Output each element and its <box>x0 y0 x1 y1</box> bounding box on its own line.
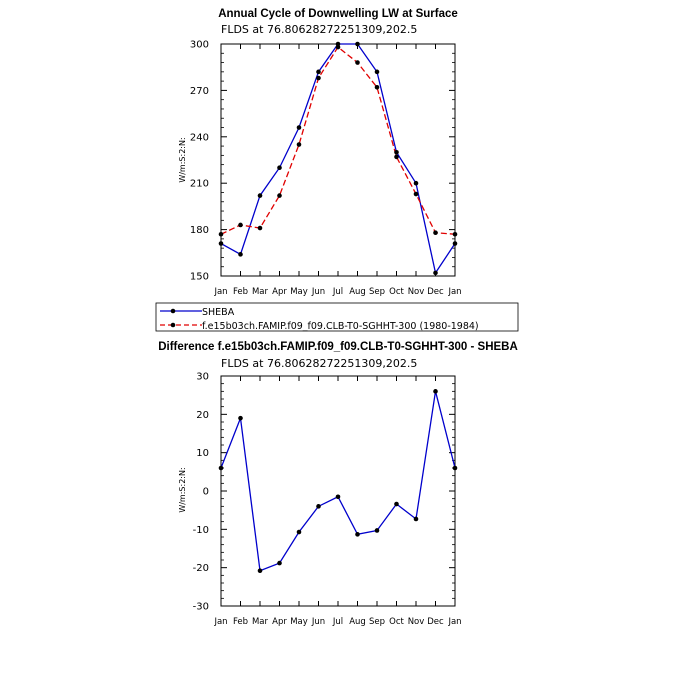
x-tick-label: Jan <box>447 617 461 627</box>
legend-label-model: f.e15b03ch.FAMIP.f09_f09.CLB-T0-SGHHT-30… <box>202 321 479 332</box>
data-point <box>296 125 302 130</box>
x-tick-label: Jan <box>213 287 227 297</box>
x-tick-label: Jun <box>311 617 325 627</box>
x-tick-label: Mar <box>252 617 269 627</box>
y-tick-label: 20 <box>196 410 209 421</box>
plot-area: Jan Feb Mar Apr May Jun Jul Aug Sep Oct Nov Dec Jan-… <box>193 372 462 628</box>
y-tick-label: 300 <box>190 40 209 51</box>
y-axis-label: W/m:S:2:N: <box>178 467 187 512</box>
data-point <box>277 193 282 198</box>
y-tick-label: 0 <box>203 487 209 498</box>
x-tick-label: Jun <box>311 287 325 297</box>
data-point <box>277 165 282 171</box>
data-point <box>374 69 380 75</box>
y-tick-label: 240 <box>190 132 209 143</box>
data-point <box>433 389 438 394</box>
y-tick-label: 10 <box>196 448 209 459</box>
y-tick-label: -10 <box>193 525 209 536</box>
data-point <box>238 415 243 421</box>
chart-title: Difference f.e15b03ch.FAMIP.f09_f09.CLB-… <box>158 341 518 353</box>
data-point <box>374 85 380 90</box>
x-tick-label: Dec <box>427 287 444 297</box>
x-tick-label: Aug <box>349 617 366 627</box>
data-point <box>413 180 419 186</box>
y-tick-label: 180 <box>190 225 209 236</box>
legend-label-sheba: SHEBA <box>202 307 235 318</box>
x-tick-label: Feb <box>233 617 248 627</box>
data-point <box>257 225 263 231</box>
y-tick-label: -20 <box>193 563 209 574</box>
x-tick-label: Aug <box>349 287 366 297</box>
data-point <box>374 528 380 533</box>
data-point <box>452 241 458 246</box>
legend: SHEBA f.e15b03ch.FAMIP.f09_f09.CLB-T0-SG… <box>155 302 519 332</box>
x-tick-label: Sep <box>369 287 385 297</box>
x-tick-label: Jan <box>213 617 227 627</box>
data-point <box>355 60 360 65</box>
data-point <box>394 154 399 160</box>
data-point <box>394 501 399 507</box>
x-tick-label: Feb <box>233 287 248 297</box>
x-tick-label: Oct <box>389 617 404 627</box>
data-point <box>277 560 282 566</box>
x-tick-label: Nov <box>408 287 425 297</box>
x-tick-label: Mar <box>252 287 269 297</box>
data-point <box>238 222 243 228</box>
y-tick-label: 210 <box>190 179 209 190</box>
y-tick-label: 270 <box>190 86 209 97</box>
data-point <box>257 193 263 198</box>
data-point <box>218 231 224 237</box>
x-tick-label: May <box>290 617 308 627</box>
y-tick-label: 150 <box>190 272 209 283</box>
data-point <box>452 465 458 471</box>
y-tick-label: 30 <box>196 372 209 383</box>
y-axis-label: W/m:S:2:N: <box>178 137 187 182</box>
legend-marker-sheba <box>170 308 176 314</box>
difference-chart: Difference f.e15b03ch.FAMIP.f09_f09.CLB-… <box>158 341 518 627</box>
data-point <box>413 191 419 197</box>
data-point <box>296 529 302 535</box>
data-point <box>433 270 438 276</box>
data-point <box>316 504 321 509</box>
chart-title: Annual Cycle of Downwelling LW at Surfac… <box>218 8 458 20</box>
plot-area: Jan Feb Mar Apr May Jun Jul Aug Sep Oct Nov Dec Jan1… <box>190 40 462 298</box>
x-tick-label: Apr <box>272 617 287 627</box>
x-tick-label: Jul <box>332 287 343 297</box>
annual-cycle-chart: Annual Cycle of Downwelling LW at Surfac… <box>178 8 462 297</box>
y-tick-label: -30 <box>193 602 209 613</box>
data-point <box>296 142 302 147</box>
chart-subtitle: FLDS at 76.80628272251309,202.5 <box>221 357 417 370</box>
data-point <box>394 149 399 155</box>
data-point <box>316 69 321 75</box>
data-point <box>238 252 243 257</box>
x-tick-label: Jul <box>332 617 343 627</box>
x-tick-label: Dec <box>427 617 444 627</box>
data-point <box>335 494 341 500</box>
legend-box <box>155 302 519 332</box>
x-tick-label: Sep <box>369 617 385 627</box>
data-point <box>355 41 360 47</box>
legend-marker-model <box>170 322 176 328</box>
x-tick-label: Jan <box>447 287 461 297</box>
data-point <box>433 230 438 235</box>
chart-subtitle: FLDS at 76.80628272251309,202.5 <box>221 23 417 36</box>
x-tick-label: Nov <box>408 617 425 627</box>
data-point <box>316 75 321 81</box>
data-point <box>413 516 419 522</box>
data-point <box>452 231 458 237</box>
x-tick-label: May <box>290 287 308 297</box>
x-tick-label: Oct <box>389 287 404 297</box>
data-point <box>218 241 224 246</box>
data-point <box>355 532 360 537</box>
x-tick-label: Apr <box>272 287 287 297</box>
data-point <box>257 568 263 574</box>
data-point <box>218 465 224 471</box>
data-point <box>335 44 341 50</box>
